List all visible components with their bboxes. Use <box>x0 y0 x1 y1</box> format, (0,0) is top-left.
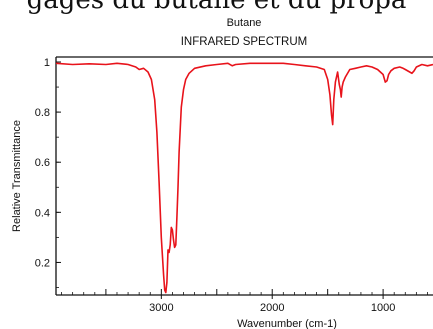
y-tick-label-2: 0.6 <box>35 157 50 169</box>
x-tick-label-0: 3000 <box>149 302 173 314</box>
y-tick-label-0: 1 <box>44 57 50 69</box>
y-axis: 1 0.8 0.6 0.4 0.2 <box>35 57 61 288</box>
series-line-butane <box>55 62 433 294</box>
y-axis-label: Relative Transmittance <box>11 120 23 232</box>
y-tick-label-3: 0.4 <box>35 207 50 219</box>
chart-subtitle: INFRARED SPECTRUM <box>181 36 308 48</box>
y-tick-label-1: 0.8 <box>35 107 50 119</box>
cropped-header-text: gages du butane et du propa <box>26 0 407 15</box>
x-axis: 3000 2000 1000 <box>61 289 428 314</box>
x-tick-label-2: 1000 <box>371 302 395 314</box>
x-axis-label: Wavenumber (cm-1) <box>237 318 337 329</box>
y-tick-label-4: 0.2 <box>35 257 50 269</box>
x-tick-label-1: 2000 <box>260 302 284 314</box>
chart-title: Butane <box>227 17 262 29</box>
